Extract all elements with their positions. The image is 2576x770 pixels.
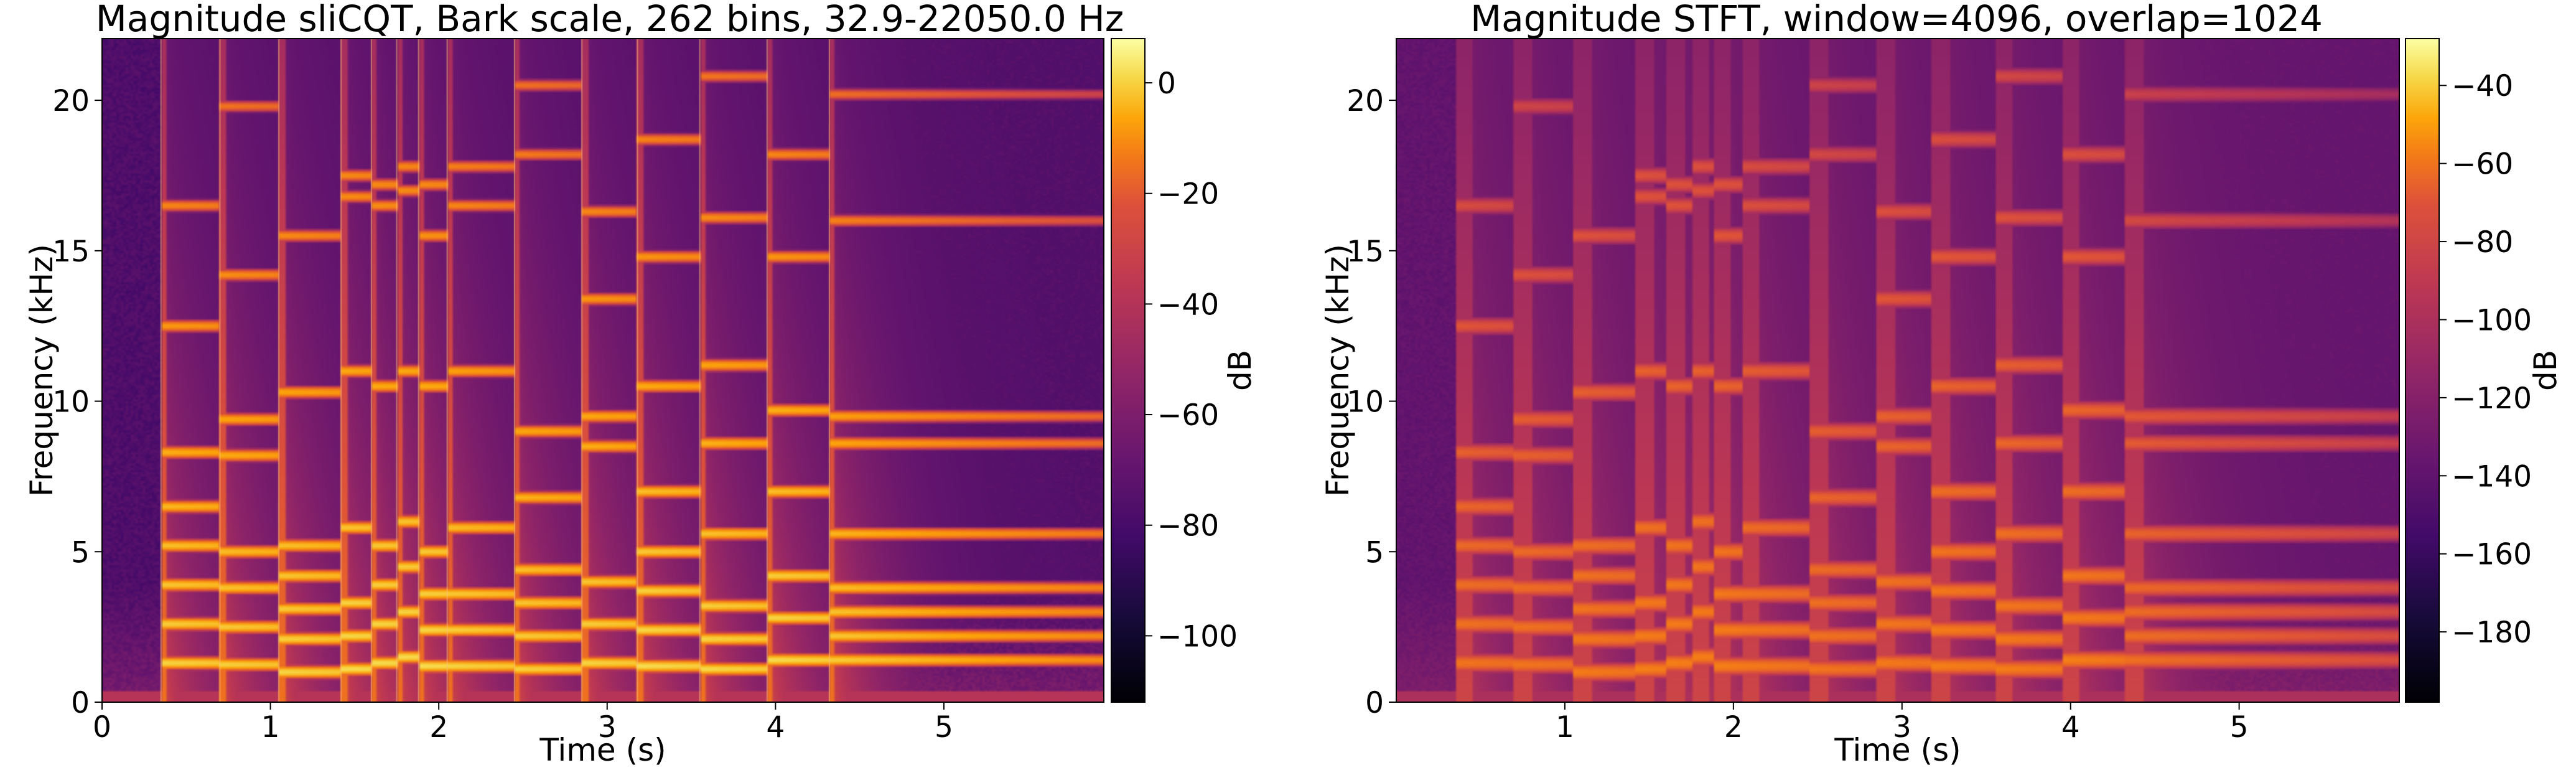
y-tick-label: 10 xyxy=(52,385,90,420)
right-plot-frame xyxy=(1396,38,2400,703)
left-y-ticks: 0 5 10 15 20 xyxy=(52,84,102,720)
x-tick-label: 5 xyxy=(2230,710,2249,744)
left-chart-title: Magnitude sliCQT, Bark scale, 262 bins, … xyxy=(96,0,1124,40)
colorbar-tick-label: −80 xyxy=(2452,225,2513,260)
x-tick-label: 4 xyxy=(2061,710,2080,744)
x-tick-label: 4 xyxy=(766,710,785,744)
colorbar-tick-label: −100 xyxy=(2452,303,2532,337)
right-heatmap xyxy=(1396,39,2399,702)
right-colorbar-label: dB xyxy=(2527,350,2564,391)
x-tick-label: 1 xyxy=(261,710,280,744)
colorbar-tick-label: −60 xyxy=(1157,398,1219,433)
colorbar-tick-label: −180 xyxy=(2452,616,2532,650)
colorbar-tick-label: −140 xyxy=(2452,459,2532,494)
right-y-axis-label: Frequency (kHz) xyxy=(1320,244,1356,497)
colorbar-tick-label: 0 xyxy=(1157,67,1176,101)
colorbar-tick-label: −40 xyxy=(2452,69,2513,103)
x-tick-label: 3 xyxy=(1893,710,1911,744)
colorbar-tick-label: −160 xyxy=(2452,538,2532,572)
right-panel: Magnitude STFT, window=4096, overlap=102… xyxy=(1320,0,2564,768)
x-tick-label: 3 xyxy=(598,710,617,744)
left-heatmap xyxy=(102,39,1104,702)
y-tick-label: 15 xyxy=(1346,235,1384,269)
y-tick-label: 5 xyxy=(1365,535,1384,570)
colorbar-tick-label: −80 xyxy=(1157,509,1219,543)
colorbar-tick-label: −120 xyxy=(2452,382,2532,416)
colorbar-tick-label: −100 xyxy=(1157,619,1238,654)
right-x-axis-label: Time (s) xyxy=(1834,732,1961,768)
x-tick-label: 2 xyxy=(429,710,448,744)
y-tick-label: 20 xyxy=(52,84,90,118)
right-colorbar xyxy=(2405,38,2440,703)
x-tick-label: 2 xyxy=(1724,710,1743,744)
left-y-axis-label: Frequency (kHz) xyxy=(24,244,60,497)
left-colorbar xyxy=(1111,38,1146,703)
left-x-ticks: 0 1 2 3 4 5 xyxy=(93,702,953,744)
y-tick-label: 15 xyxy=(52,235,90,269)
left-x-axis-label: Time (s) xyxy=(539,732,666,768)
left-panel: Magnitude sliCQT, Bark scale, 262 bins, … xyxy=(24,0,1258,768)
colorbar-tick-label: −60 xyxy=(2452,148,2513,182)
right-x-ticks: 1 2 3 4 5 xyxy=(1556,702,2249,744)
right-colorbar-ticks: −40 −60 −80 −100 −120 −140 −160 −180 xyxy=(2439,69,2532,650)
y-tick-label: 10 xyxy=(1346,385,1384,420)
y-tick-label: 0 xyxy=(71,686,90,720)
colorbar-tick-label: −20 xyxy=(1157,177,1219,212)
right-y-ticks: 0 5 10 15 20 xyxy=(1346,84,1396,720)
x-tick-label: 1 xyxy=(1556,710,1574,744)
y-tick-label: 0 xyxy=(1365,686,1384,720)
x-tick-label: 5 xyxy=(935,710,953,744)
right-chart-title: Magnitude STFT, window=4096, overlap=102… xyxy=(1470,0,2323,40)
left-colorbar-ticks: 0 −20 −40 −60 −80 −100 xyxy=(1145,67,1238,654)
left-plot-frame xyxy=(101,38,1104,703)
y-tick-label: 5 xyxy=(71,535,90,570)
left-colorbar-label: dB xyxy=(1222,350,1258,391)
x-tick-label: 0 xyxy=(93,710,111,744)
colorbar-tick-label: −40 xyxy=(1157,288,1219,322)
y-tick-label: 20 xyxy=(1346,84,1384,118)
